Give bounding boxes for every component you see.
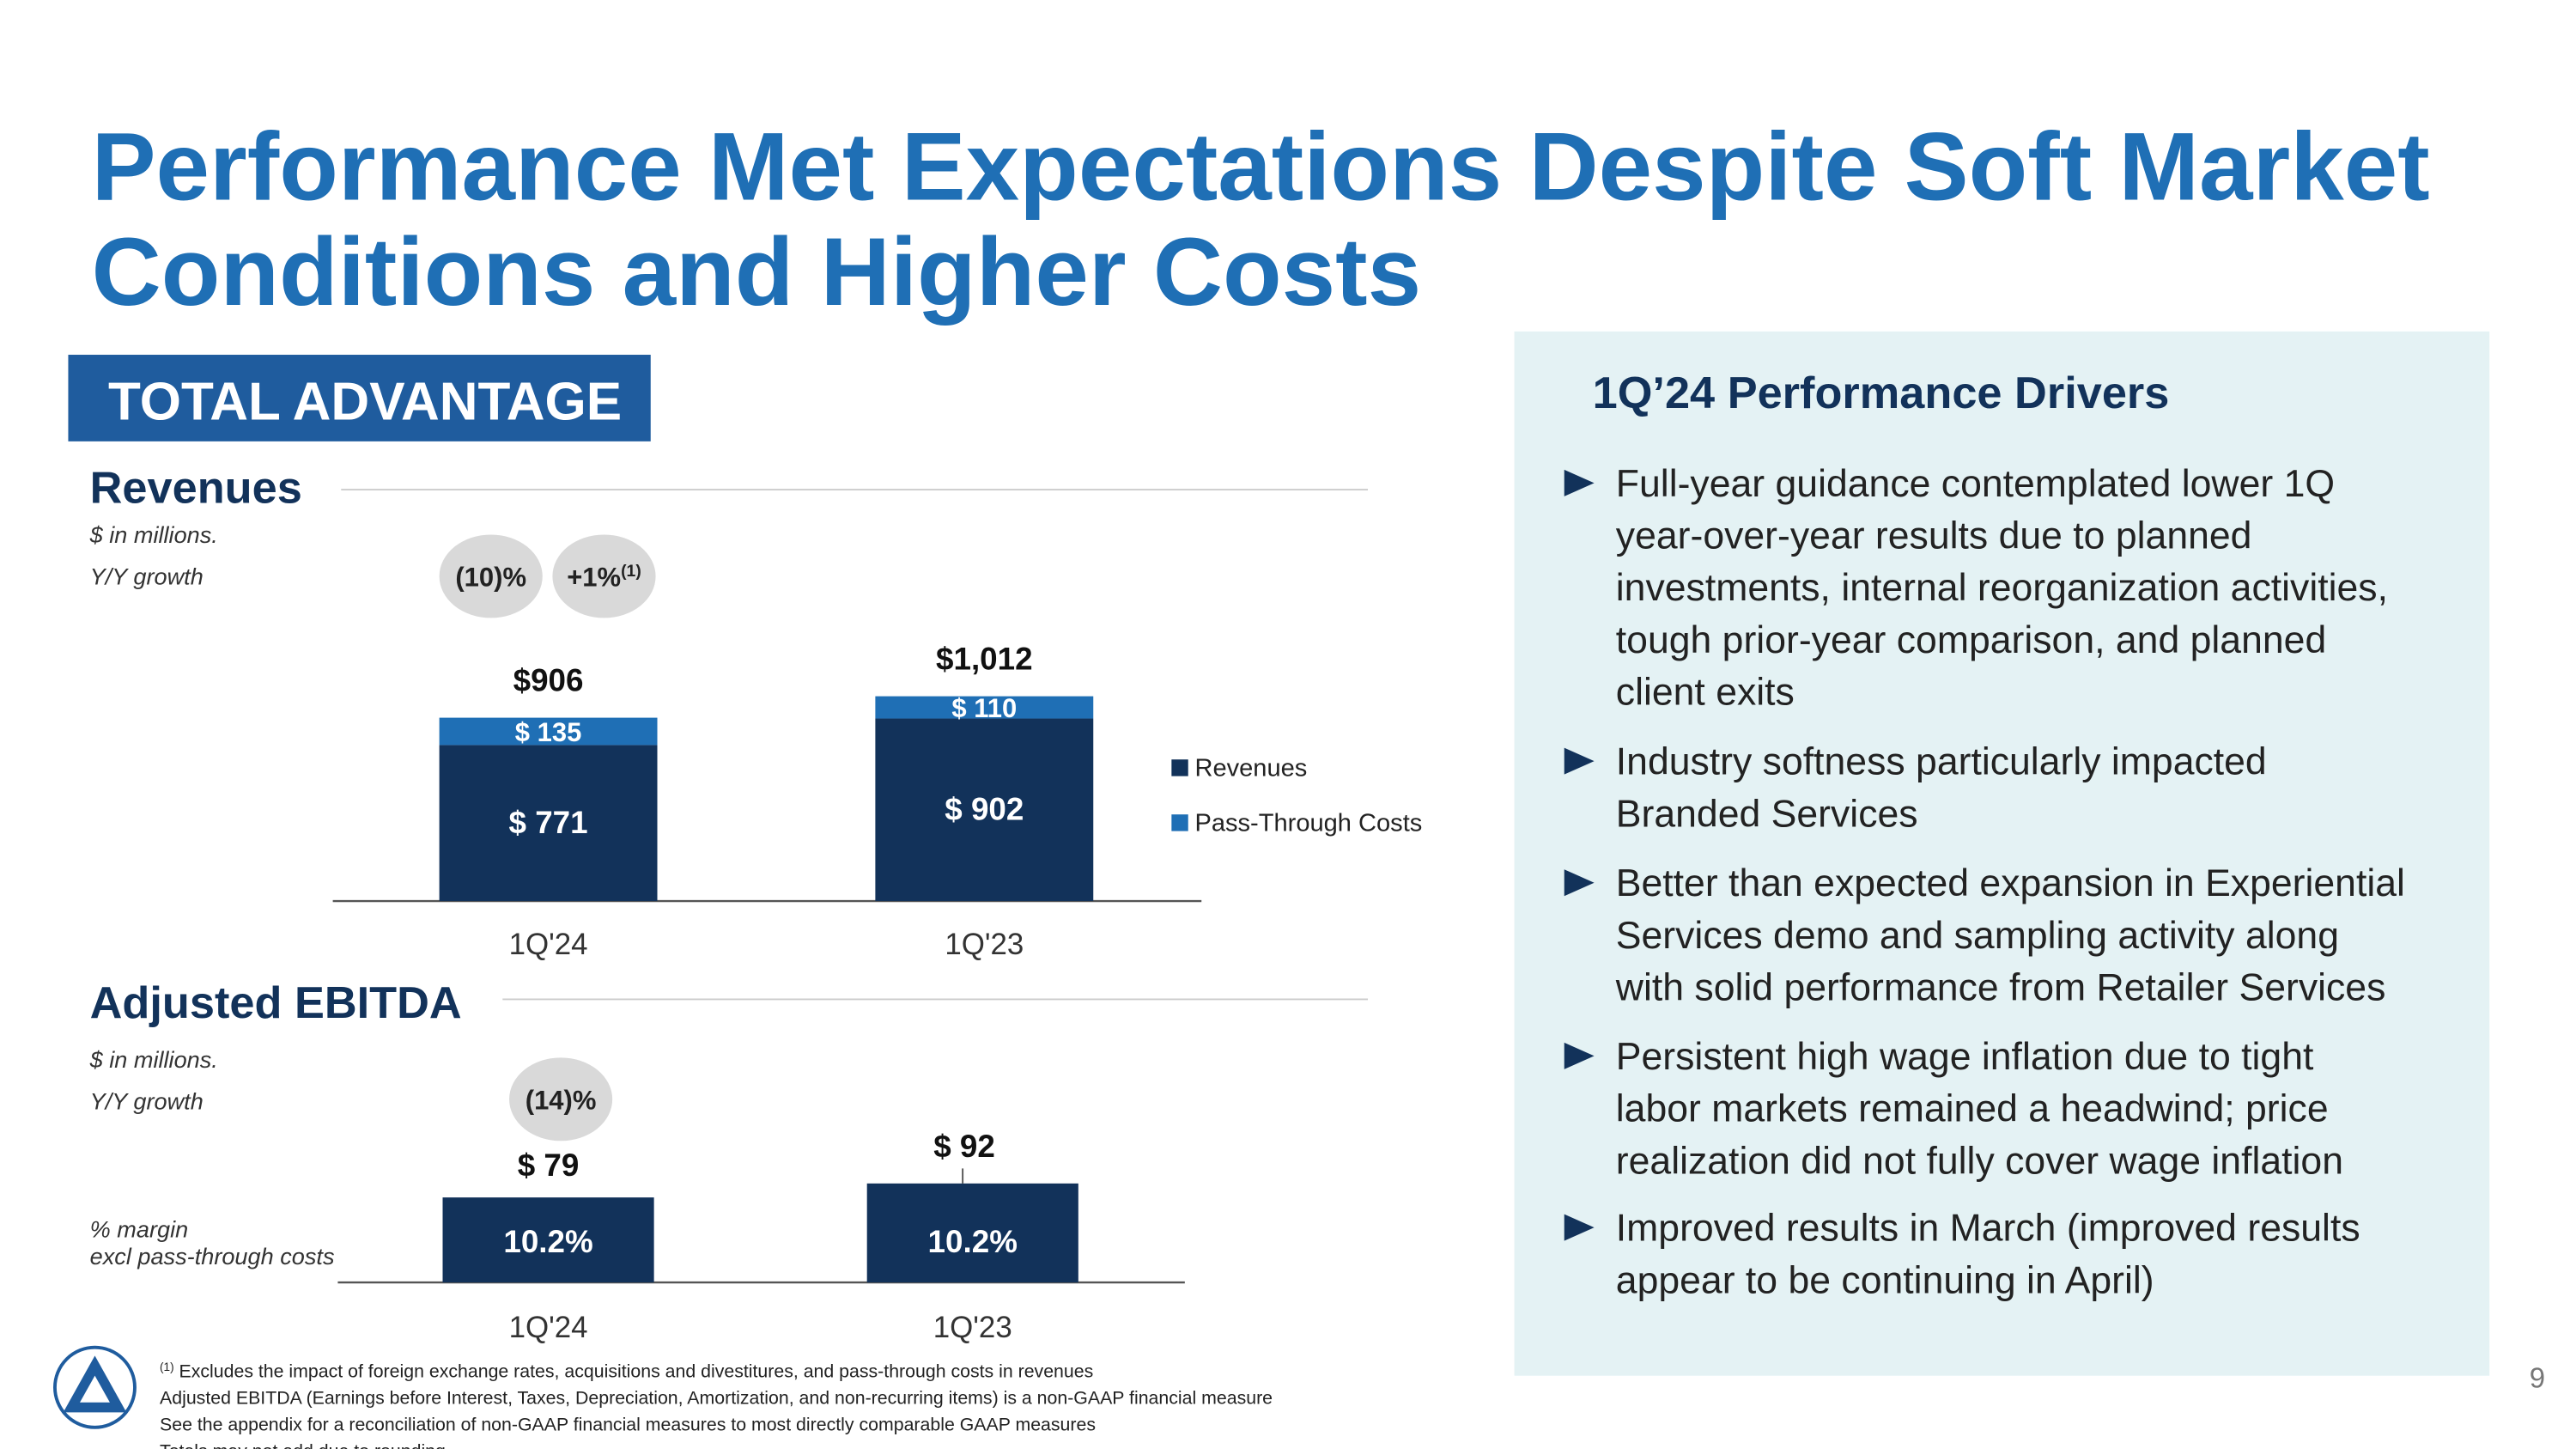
driver-text: Branded Services — [1616, 793, 1918, 835]
page-number: 9 — [2530, 1361, 2545, 1393]
growth-value: (10)% — [455, 563, 526, 593]
legend-swatch — [1171, 814, 1188, 831]
driver-text: with solid performance from Retailer Ser… — [1615, 967, 2386, 1009]
value-label: $ 79 — [518, 1148, 580, 1183]
bullet — [1564, 869, 1595, 897]
badge-bg — [68, 355, 651, 441]
legend-label: Revenues — [1194, 755, 1307, 782]
total-label: $1,012 — [936, 642, 1033, 677]
driver-text: Full-year guidance contemplated lower 1Q — [1616, 463, 2335, 505]
value-label: $ 771 — [508, 805, 587, 840]
bullet — [1564, 747, 1595, 775]
margin-caption: % margin — [90, 1216, 189, 1243]
growth-note: (1) — [621, 562, 641, 581]
bar — [866, 1183, 1078, 1283]
legend-label: Pass-Through Costs — [1194, 810, 1422, 837]
footnote-note: (1) — [160, 1361, 174, 1373]
x-tick-label: 1Q'23 — [933, 1311, 1012, 1344]
value-label: $ 902 — [945, 791, 1024, 826]
bar-segment — [875, 718, 1094, 902]
growth-text: (14)% — [526, 1085, 597, 1115]
bar-segment — [439, 717, 658, 746]
bar-segment — [439, 745, 658, 902]
driver-text: Persistent high wage inflation due to ti… — [1616, 1036, 2314, 1078]
logo — [53, 1345, 137, 1429]
footnote: See the appendix for a reconciliation of… — [160, 1415, 1096, 1435]
growth-label: Y/Y growth — [90, 1087, 204, 1114]
bullet — [1564, 469, 1595, 496]
x-tick-label: 1Q'23 — [945, 928, 1024, 961]
footnote-text: See the appendix for a reconciliation of… — [160, 1415, 1096, 1435]
driver-text: year-over-year results due to planned — [1616, 515, 2252, 557]
driver-text: appear to be continuing in April) — [1616, 1259, 2154, 1301]
footnote: Totals may not add due to rounding — [160, 1441, 446, 1449]
footnote-text: Adjusted EBITDA (Earnings before Interes… — [160, 1388, 1273, 1409]
footnote-text: Excludes the impact of foreign exchange … — [174, 1361, 1094, 1382]
subtitle: $ in millions. — [89, 1046, 218, 1073]
driver-text: Better than expected expansion in Experi… — [1616, 862, 2405, 904]
driver-text: Services demo and sampling activity alon… — [1616, 915, 2339, 957]
bullet — [1564, 1042, 1595, 1069]
growth-bubble — [439, 534, 543, 618]
bar-segment — [875, 696, 1094, 719]
margin-label: 10.2% — [503, 1224, 592, 1259]
drivers-panel — [1514, 331, 2490, 1376]
driver-text: tough prior-year comparison, and planned — [1616, 619, 2326, 661]
drivers-title: 1Q’24 Performance Drivers — [1593, 368, 2170, 418]
title: Performance Met Expectations Despite Sof… — [92, 113, 2430, 221]
driver-text: client exits — [1616, 672, 1795, 714]
growth-value: (14)% — [526, 1085, 597, 1115]
growth-text: (10)% — [455, 563, 526, 593]
driver-text: investments, internal reorganization act… — [1616, 567, 2388, 609]
growth-text: +1% — [567, 563, 621, 593]
bar — [442, 1197, 654, 1283]
value-label: $ 110 — [951, 693, 1017, 723]
footnote: Adjusted EBITDA (Earnings before Interes… — [160, 1388, 1273, 1409]
value-label: $ 135 — [515, 717, 582, 747]
growth-value: +1%(1) — [567, 562, 641, 593]
x-tick-label: 1Q'24 — [509, 1311, 588, 1344]
subtitle: $ in millions. — [89, 521, 218, 548]
driver-text: realization did not fully cover wage inf… — [1616, 1140, 2343, 1182]
chart-title: Adjusted EBITDA — [90, 978, 462, 1028]
margin-caption: excl pass-through costs — [90, 1243, 335, 1269]
driver-text: Improved results in March (improved resu… — [1616, 1208, 2360, 1250]
x-tick-label: 1Q'24 — [509, 928, 588, 961]
footnote: (1) Excludes the impact of foreign excha… — [160, 1361, 1093, 1382]
title: Conditions and Higher Costs — [92, 217, 1421, 326]
legend-swatch — [1171, 759, 1188, 776]
growth-bubble — [552, 534, 656, 618]
chart-title: Revenues — [90, 464, 302, 514]
driver-text: labor markets remained a headwind; price — [1616, 1088, 2329, 1130]
total-label: $906 — [513, 663, 584, 698]
driver-text: Industry softness particularly impacted — [1616, 741, 2267, 783]
badge: TOTAL ADVANTAGE — [108, 373, 622, 432]
footnote-text: Totals may not add due to rounding — [160, 1441, 446, 1449]
growth-label: Y/Y growth — [90, 563, 204, 590]
value-label: $ 92 — [933, 1129, 995, 1164]
bullet — [1564, 1214, 1595, 1241]
margin-label: 10.2% — [928, 1224, 1018, 1259]
growth-bubble — [509, 1057, 613, 1142]
